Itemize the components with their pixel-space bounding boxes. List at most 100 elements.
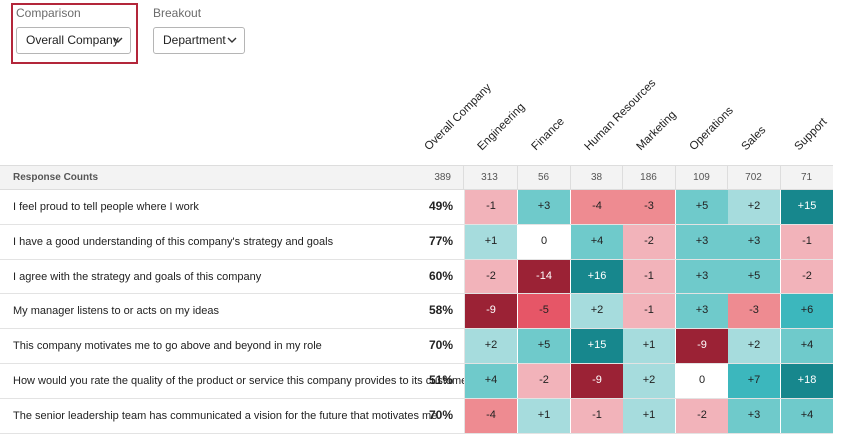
heat-cell: -3 — [728, 294, 780, 329]
heat-cell: +4 — [781, 398, 833, 433]
heat-cell: -2 — [623, 224, 675, 259]
question: How would you rate the quality of the pr… — [13, 375, 483, 387]
heat-cell: +4 — [781, 329, 833, 363]
breakout-label: Breakout — [153, 6, 202, 20]
row-line — [0, 363, 833, 364]
question: This company motivates me to go above an… — [13, 340, 322, 353]
count-cell: 56 — [537, 172, 550, 183]
heat-cell: -9 — [676, 329, 728, 363]
heat-cell: +1 — [518, 398, 570, 433]
row-line — [0, 293, 833, 295]
heat-cell: +3 — [728, 224, 780, 259]
count-cell: 186 — [640, 172, 657, 183]
heat-cell: +4 — [571, 224, 623, 259]
divider — [570, 165, 571, 190]
row-line — [0, 397, 833, 399]
row-line — [0, 258, 833, 260]
heat-cell: -1 — [781, 224, 833, 259]
root: Comparison Overall Company Breakout Depa… — [0, 3, 833, 434]
overall-score: 49% — [428, 199, 453, 213]
count-cell: 109 — [693, 172, 710, 183]
column-header: Operations — [687, 104, 736, 153]
heat-cell: -1 — [623, 259, 675, 294]
counts-row-bg — [0, 165, 833, 190]
heat-cell: -14 — [518, 259, 570, 294]
chevron — [227, 37, 237, 43]
row-line — [0, 328, 833, 330]
count-cell: 389 — [434, 172, 451, 183]
divider — [780, 165, 781, 190]
heat-cell: 0 — [676, 364, 728, 398]
overall-score: 51% — [428, 373, 453, 387]
heat-cell: +3 — [518, 190, 570, 224]
column-header: Sales — [739, 124, 768, 153]
highlight-box — [11, 3, 138, 64]
column-header: Finance — [529, 115, 567, 153]
heat-cell: +1 — [623, 398, 675, 433]
column-header: Support — [792, 116, 829, 153]
heat-cell: +5 — [518, 329, 570, 363]
heat-cell: +2 — [623, 364, 675, 398]
heat-cell: -2 — [676, 398, 728, 433]
heat-cell: +2 — [571, 294, 623, 329]
question: The senior leadership team has communica… — [13, 409, 438, 422]
divider — [622, 165, 623, 190]
breakout-dropdown[interactable]: Department — [153, 27, 245, 54]
divider — [463, 165, 464, 190]
overall-score: 60% — [428, 268, 453, 283]
heat-cell: -1 — [571, 398, 623, 433]
overall-score: 58% — [428, 303, 453, 318]
heat-cell: +4 — [464, 364, 517, 398]
heat-cell: -1 — [464, 190, 517, 224]
overall-score: 70% — [428, 407, 453, 422]
heat-cell: +1 — [623, 329, 675, 363]
heat-cell: -5 — [518, 294, 570, 329]
comparison-value: Overall Company — [26, 33, 119, 47]
row-line — [0, 223, 833, 225]
heat-cell: +18 — [781, 364, 833, 398]
heat-cell: +15 — [571, 329, 623, 363]
heat-cell: +3 — [728, 398, 780, 433]
heat-cell: -9 — [571, 364, 623, 398]
comparison-dropdown[interactable]: Overall Company — [16, 27, 131, 54]
count-cell: 702 — [745, 172, 762, 183]
heat-cell: +5 — [676, 190, 728, 224]
heat-cell: +7 — [728, 364, 780, 398]
heat-cell: -2 — [518, 364, 570, 398]
count-cell: 313 — [481, 172, 498, 183]
divider — [675, 165, 676, 190]
heat-cell: -2 — [781, 259, 833, 294]
heat-cell: +3 — [676, 224, 728, 259]
divider — [727, 165, 728, 190]
breakout-value: Department — [163, 33, 226, 47]
count-cell: 71 — [800, 172, 813, 183]
heat-cell: +3 — [676, 259, 728, 294]
column-header: Engineering — [475, 101, 527, 153]
heat-cell: -4 — [571, 190, 623, 224]
heat-cell: 0 — [518, 224, 570, 259]
question: I agree with the strategy and goals of t… — [13, 270, 262, 283]
question: I have a good understanding of this comp… — [13, 235, 334, 248]
question: My manager listens to or acts on my idea… — [13, 305, 220, 318]
question: I feel proud to tell people where I work — [13, 201, 199, 213]
heat-cell: +16 — [571, 259, 623, 294]
overall-score: 77% — [428, 233, 453, 248]
heat-cell: -1 — [623, 294, 675, 329]
heat-cell: +3 — [676, 294, 728, 329]
divider — [517, 165, 518, 190]
heat-cell: +1 — [464, 224, 517, 259]
heat-cell: +6 — [781, 294, 833, 329]
chevron — [113, 37, 123, 43]
counts-label: Response Counts — [13, 172, 99, 183]
heat-cell: -3 — [623, 190, 675, 224]
heat-cell: +2 — [728, 329, 780, 363]
comparison-label: Comparison — [16, 6, 81, 20]
count-cell: 38 — [590, 172, 603, 183]
column-header: Marketing — [634, 108, 679, 153]
heat-cell: -4 — [464, 398, 517, 433]
overall-score: 70% — [428, 338, 453, 353]
heat-cell: -9 — [464, 294, 517, 329]
page: Comparison Overall Company Breakout Depa… — [0, 3, 833, 434]
heat-cell: +2 — [464, 329, 517, 363]
heat-cell: +15 — [781, 190, 833, 224]
